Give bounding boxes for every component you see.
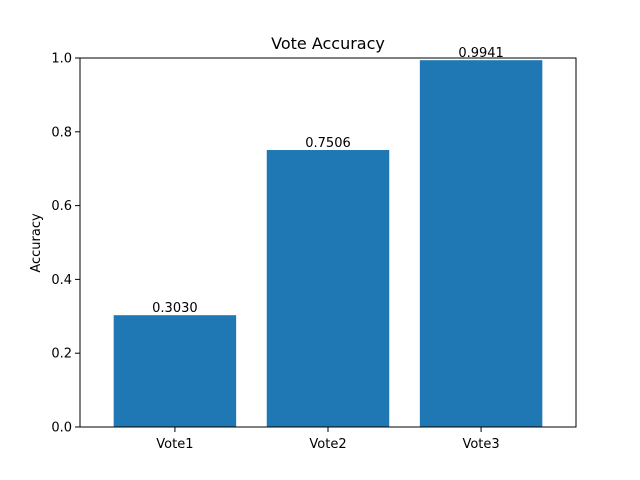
y-axis-label: Accuracy (29, 213, 44, 273)
y-tick-label: 0.4 (51, 273, 72, 288)
x-axis-ticks: Vote1 Vote2 Vote3 (156, 427, 500, 452)
value-label-vote2: 0.7506 (305, 136, 351, 151)
x-tick-label-vote1: Vote1 (156, 437, 193, 452)
y-axis-ticks: 0.0 0.2 0.4 0.6 0.8 1.0 (51, 52, 80, 436)
value-label-vote3: 0.9941 (458, 46, 504, 61)
chart-title: Vote Accuracy (271, 34, 385, 53)
bar-vote1 (113, 315, 237, 427)
bar-vote3 (419, 60, 543, 428)
bar-vote2 (266, 150, 390, 427)
value-labels-group: 0.3030 0.7506 0.9941 (152, 46, 504, 316)
x-tick-label-vote3: Vote3 (462, 437, 499, 452)
y-tick-label: 1.0 (51, 52, 72, 67)
y-tick-label: 0.6 (51, 199, 72, 214)
x-tick-label-vote2: Vote2 (309, 437, 346, 452)
value-label-vote1: 0.3030 (152, 301, 198, 316)
bars-group (113, 60, 543, 428)
plot-frame (79, 57, 577, 428)
y-tick-label: 0.8 (51, 125, 72, 140)
y-tick-label: 0.2 (51, 347, 72, 362)
y-tick-label: 0.0 (51, 421, 72, 436)
